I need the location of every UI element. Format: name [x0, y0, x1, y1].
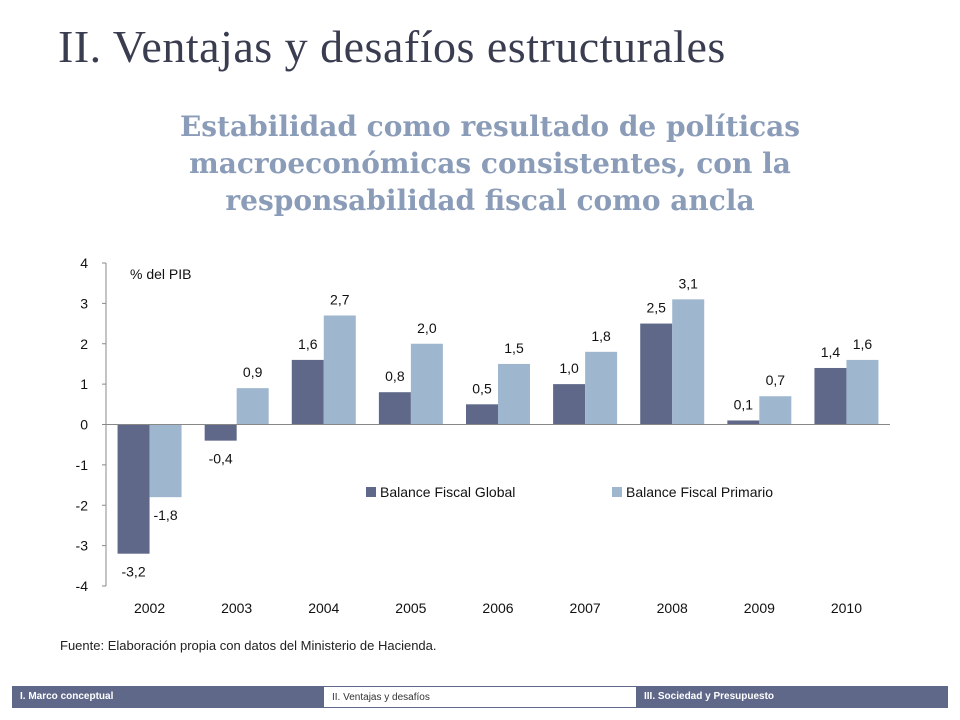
y-tick-label: -1: [76, 457, 89, 473]
bar-global-2002: [117, 424, 150, 554]
bar-primario-2008: [672, 299, 705, 425]
legend-label: Balance Fiscal Primario: [626, 484, 773, 500]
data-label: 1,0: [559, 360, 579, 376]
data-label: 1,8: [591, 328, 611, 344]
bar-global-2006: [466, 404, 498, 425]
bar-global-2003: [204, 424, 237, 441]
fiscal-balance-chart: 4 3 2 1 0 -1 -2 -3 -4 -3,2 -0,4 1,6 0,8 0,5 1,0 2,5 0,1…: [76, 255, 890, 616]
footer-tab-sociedad-presupuesto[interactable]: III. Sociedad y Presupuesto: [644, 691, 775, 702]
x-tick-label: 2007: [570, 600, 601, 616]
source-note: Fuente: Elaboración propia con datos del…: [60, 638, 437, 653]
x-tick-label: 2004: [308, 600, 339, 616]
data-label: 0,9: [243, 364, 263, 380]
bar-global-2004: [291, 359, 324, 425]
data-label: 0,8: [385, 368, 405, 384]
x-tick-label: 2002: [134, 600, 165, 616]
data-label: -0,4: [209, 451, 233, 467]
data-label: 1,6: [298, 336, 318, 352]
y-tick-label: 0: [80, 417, 88, 433]
legend: Balance Fiscal Global Balance Fiscal Prim…: [366, 484, 773, 500]
data-label: 0,5: [472, 380, 492, 396]
bar-primario-2009: [759, 396, 792, 425]
x-tick-label: 2009: [744, 600, 775, 616]
y-tick-label: 1: [80, 376, 88, 392]
data-label: 1,6: [853, 336, 873, 352]
bar-primario-2006: [498, 363, 530, 425]
y-tick-label: -4: [76, 578, 89, 594]
y-tick-label: -2: [76, 497, 89, 513]
legend-swatch: [366, 487, 376, 497]
x-tick-label: 2010: [831, 600, 862, 616]
bar-global-2005: [378, 392, 411, 425]
data-label: 3,1: [678, 275, 698, 291]
data-label: 1,4: [821, 344, 841, 360]
slide-subtitle: Estabilidad como resultado de políticas …: [179, 110, 801, 217]
bar-primario-2004: [323, 315, 356, 425]
data-label: 0,1: [734, 396, 754, 412]
y-tick-label: 4: [80, 255, 88, 271]
data-labels: -3,2 -0,4 1,6 0,8 0,5 1,0 2,5 0,1 1,4 -1,8 0,9 2,7 2…: [121, 275, 872, 579]
bar-global-2010: [814, 367, 847, 425]
bar-primario-2010: [846, 359, 879, 425]
data-label: 2,5: [646, 300, 666, 316]
footer-tab-marco-conceptual[interactable]: I. Marco conceptual: [20, 691, 114, 702]
y-axis: 4 3 2 1 0 -1 -2 -3 -4: [76, 255, 107, 594]
footer-nav: I. Marco conceptual II. Ventajas y desaf…: [12, 686, 948, 708]
bar-primario-2003: [236, 388, 269, 425]
data-label: -1,8: [153, 507, 177, 523]
x-tick-label: 2003: [221, 600, 252, 616]
x-tick-label: 2008: [657, 600, 688, 616]
bars: [117, 299, 879, 554]
y-tick-label: 3: [80, 295, 88, 311]
data-label: 2,7: [330, 291, 350, 307]
data-label: 2,0: [417, 320, 437, 336]
bar-primario-2005: [410, 343, 443, 425]
bar-primario-2002: [149, 424, 182, 498]
x-axis: 2002 2003 2004 2005 2006 2007 2008 2009 2010: [106, 424, 890, 616]
y-tick-label: 2: [80, 336, 88, 352]
y-axis-title: % del PIB: [130, 266, 191, 282]
x-tick-label: 2006: [482, 600, 513, 616]
data-label: -3,2: [121, 564, 145, 580]
legend-label: Balance Fiscal Global: [380, 484, 515, 500]
y-tick-label: -3: [76, 538, 89, 554]
slide-title: II. Ventajas y desafíos estructurales: [58, 21, 726, 72]
x-tick-label: 2005: [395, 600, 426, 616]
data-label: 1,5: [504, 340, 524, 356]
data-label: 0,7: [766, 372, 786, 388]
legend-swatch: [612, 487, 622, 497]
bar-global-2009: [727, 420, 760, 425]
footer-tab-ventajas-desafios[interactable]: II. Ventajas y desafíos: [324, 686, 636, 708]
bar-primario-2007: [585, 351, 618, 425]
bar-global-2007: [553, 384, 586, 425]
bar-global-2008: [640, 323, 673, 425]
